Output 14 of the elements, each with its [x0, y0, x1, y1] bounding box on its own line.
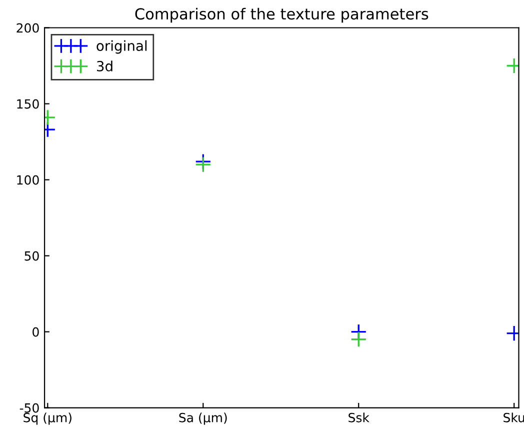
x-tick-label: Sku — [504, 412, 524, 422]
y-tick-label: 100 — [17, 175, 39, 185]
x-tick-label: Sq (μm) — [24, 412, 72, 425]
legend-label: original — [96, 40, 147, 54]
legend-label: 3d — [96, 60, 112, 72]
chart-title: Comparison of the texture parameters — [135, 8, 428, 23]
point — [195, 156, 212, 173]
x-tick-label: Sa (μm) — [179, 412, 227, 425]
y-tick-label: 200 — [16, 23, 39, 33]
x-tick-label: Ssk — [348, 412, 370, 422]
y-tick-label: 0 — [32, 327, 39, 337]
y-tick-label: 50 — [24, 251, 39, 261]
y-tick-label: -50 — [20, 403, 39, 413]
y-tick-label: 150 — [17, 99, 39, 109]
